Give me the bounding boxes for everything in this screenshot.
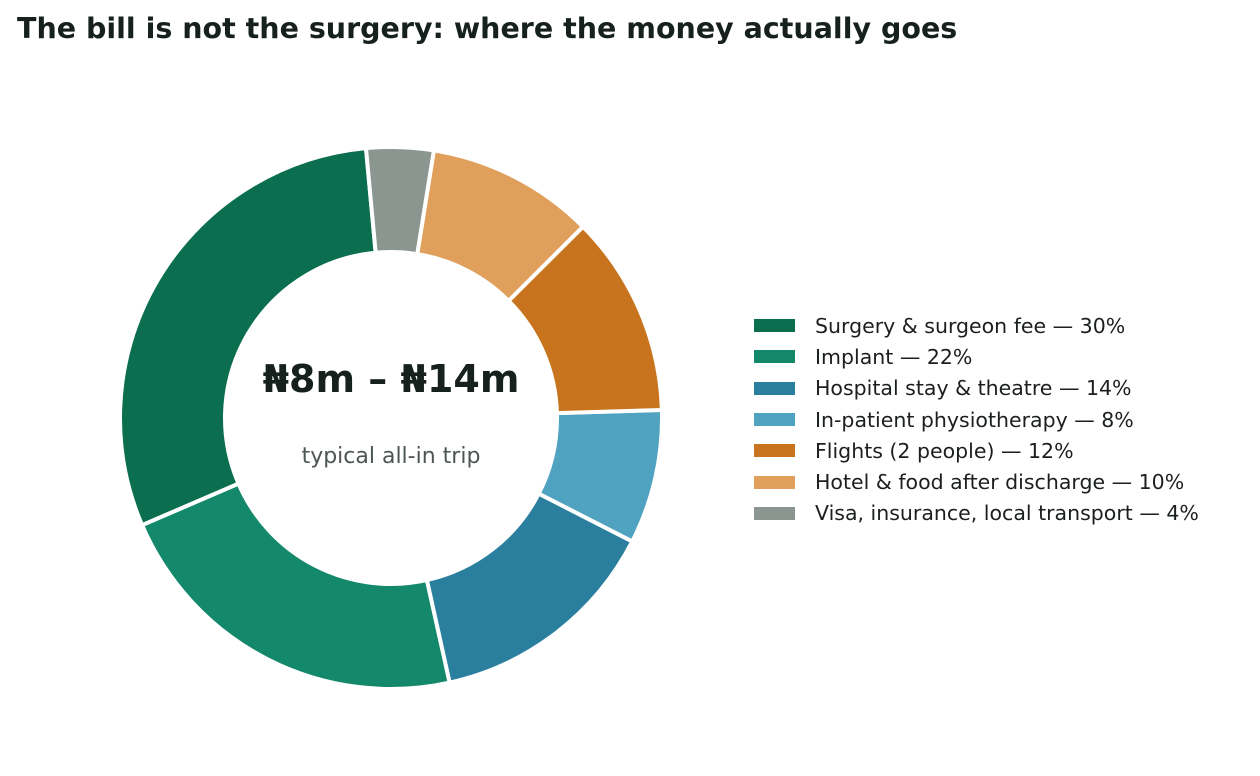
legend-label: Surgery & surgeon fee — 30% [815,313,1126,338]
legend-item: Implant — 22% [754,341,1199,372]
donut-slice [118,145,378,528]
legend-swatch [754,350,795,364]
center-total-value: ₦8m – ₦14m [263,357,520,401]
legend-item: In-patient physiotherapy — 8% [754,404,1199,435]
legend-swatch [754,319,795,333]
legend-label: In-patient physiotherapy — 8% [815,407,1134,432]
legend-item: Hotel & food after discharge — 10% [754,466,1199,497]
donut-slice [363,145,437,257]
legend-swatch [754,444,795,458]
legend-label: Hospital stay & theatre — 14% [815,376,1132,401]
legend-label: Implant — 22% [815,344,973,369]
legend-item: Visa, insurance, local transport — 4% [754,498,1199,529]
legend: Surgery & surgeon fee — 30% Implant — 22%… [754,310,1199,529]
legend-item: Flights (2 people) — 12% [754,435,1199,466]
legend-item: Surgery & surgeon fee — 30% [754,310,1199,341]
center-subtitle: typical all-in trip [302,444,481,469]
donut-slices [118,145,664,691]
legend-label: Hotel & food after discharge — 10% [815,470,1185,495]
donut-slice [139,481,453,691]
legend-label: Flights (2 people) — 12% [815,438,1074,463]
chart-title: The bill is not the surgery: where the m… [17,12,958,45]
legend-label: Visa, insurance, local transport — 4% [815,501,1199,526]
legend-swatch [754,381,795,395]
legend-swatch [754,413,795,427]
legend-swatch [754,506,795,520]
legend-item: Hospital stay & theatre — 14% [754,373,1199,404]
legend-swatch [754,475,795,489]
